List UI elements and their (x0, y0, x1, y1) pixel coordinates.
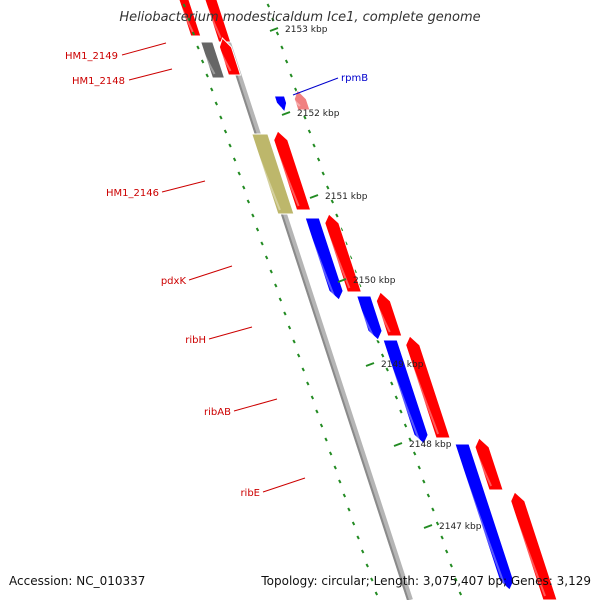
gene-hm1-2146-forward[interactable] (273, 130, 312, 211)
gene-ribe[interactable] (454, 443, 515, 591)
feature-track (176, 0, 558, 600)
leader-line (161, 180, 206, 193)
gene-ribe-forward[interactable] (474, 437, 504, 491)
gene-pdxk-forward-highlight (322, 223, 351, 289)
gene-red-bottom[interactable] (510, 491, 558, 600)
gene-red-top-highlight (202, 0, 222, 39)
leader-line (233, 398, 278, 412)
tick-label: 2150 kbp (353, 276, 396, 286)
gene-label[interactable]: ribE (240, 488, 260, 499)
gene-ribab-forward[interactable] (405, 335, 451, 439)
gene-pdxk-forward[interactable] (324, 213, 363, 293)
gene-hm1-2146-forward-highlight (271, 140, 300, 207)
gene-label[interactable]: pdxK (161, 276, 187, 287)
tick-mark (365, 362, 375, 367)
gene-ribh-forward-highlight (374, 301, 391, 333)
gene-hm1-2146-highlight (252, 143, 281, 211)
gene-ribab-forward-highlight (403, 345, 440, 435)
gene-hm1-2146[interactable] (251, 133, 295, 215)
gene-ribab-highlight (384, 349, 420, 441)
gene-pdxk[interactable] (304, 217, 344, 301)
tick-mark (393, 442, 403, 447)
tick-mark (423, 524, 433, 529)
genome-summary-text: Topology: circular; Length: 3,075,407 bp… (261, 574, 591, 588)
gene-label[interactable]: ribAB (204, 407, 231, 418)
tick-mark (337, 278, 347, 283)
gene-label[interactable]: HM1_2146 (106, 188, 159, 199)
gene-rpmb-reverse-highlight (276, 105, 282, 109)
gene-labels: HM1_2149 HM1_2148 rpmB HM1_2146 pdxK ribH ribA… (65, 42, 368, 499)
gene-hm1-2148-forward[interactable] (218, 37, 242, 76)
scale-ticks: 2153 kbp 2152 kbp 2151 kbp 2150 kbp 2149 kbp… (269, 25, 482, 532)
gene-ribab[interactable] (382, 339, 429, 445)
gene-hm1-2148-forward-highlight (217, 47, 232, 72)
tick-label: 2149 kbp (381, 360, 424, 370)
tick-label: 2148 kbp (409, 440, 452, 450)
leader-line (128, 68, 173, 81)
leader-line (292, 77, 339, 96)
gene-label[interactable]: ribH (185, 335, 206, 346)
gene-hm1-2148[interactable] (200, 41, 226, 79)
gene-ribh-forward[interactable] (375, 291, 403, 337)
gene-hm1-2148-highlight (201, 51, 216, 75)
tick-mark (269, 27, 279, 32)
gene-orange-top[interactable] (178, 0, 202, 37)
leader-line (208, 326, 253, 340)
gene-pdxk-highlight (306, 227, 335, 297)
leader-line (262, 477, 306, 493)
leader-line (121, 42, 167, 56)
gene-label[interactable]: rpmB (341, 73, 368, 84)
gene-label[interactable]: HM1_2149 (65, 51, 118, 62)
gene-ribe-highlight (456, 453, 506, 587)
tick-label: 2153 kbp (285, 25, 328, 35)
accession-text: Accession: NC_010337 (9, 574, 146, 588)
tick-label: 2151 kbp (325, 192, 368, 202)
tick-mark (281, 111, 291, 116)
gene-orange-top-highlight (176, 0, 194, 33)
tick-label: 2152 kbp (297, 109, 340, 119)
genome-title: Heliobacterium modesticaldum Ice1, compl… (119, 10, 481, 25)
gene-ribh[interactable] (356, 295, 383, 341)
genome-backbone (211, 0, 413, 600)
gene-rpmb[interactable] (293, 89, 311, 111)
gene-label[interactable]: HM1_2148 (72, 76, 125, 87)
gene-ribh-highlight (357, 305, 374, 337)
gene-rpmb-highlight (292, 99, 301, 107)
gene-ribe-forward-highlight (473, 447, 492, 487)
leader-line (188, 265, 233, 281)
tick-mark (309, 194, 319, 199)
inner-tick-ring (182, 3, 379, 596)
gene-red-bottom-highlight (508, 501, 546, 597)
gene-rpmb-reverse[interactable] (273, 95, 288, 114)
tick-label: 2147 kbp (439, 522, 482, 532)
